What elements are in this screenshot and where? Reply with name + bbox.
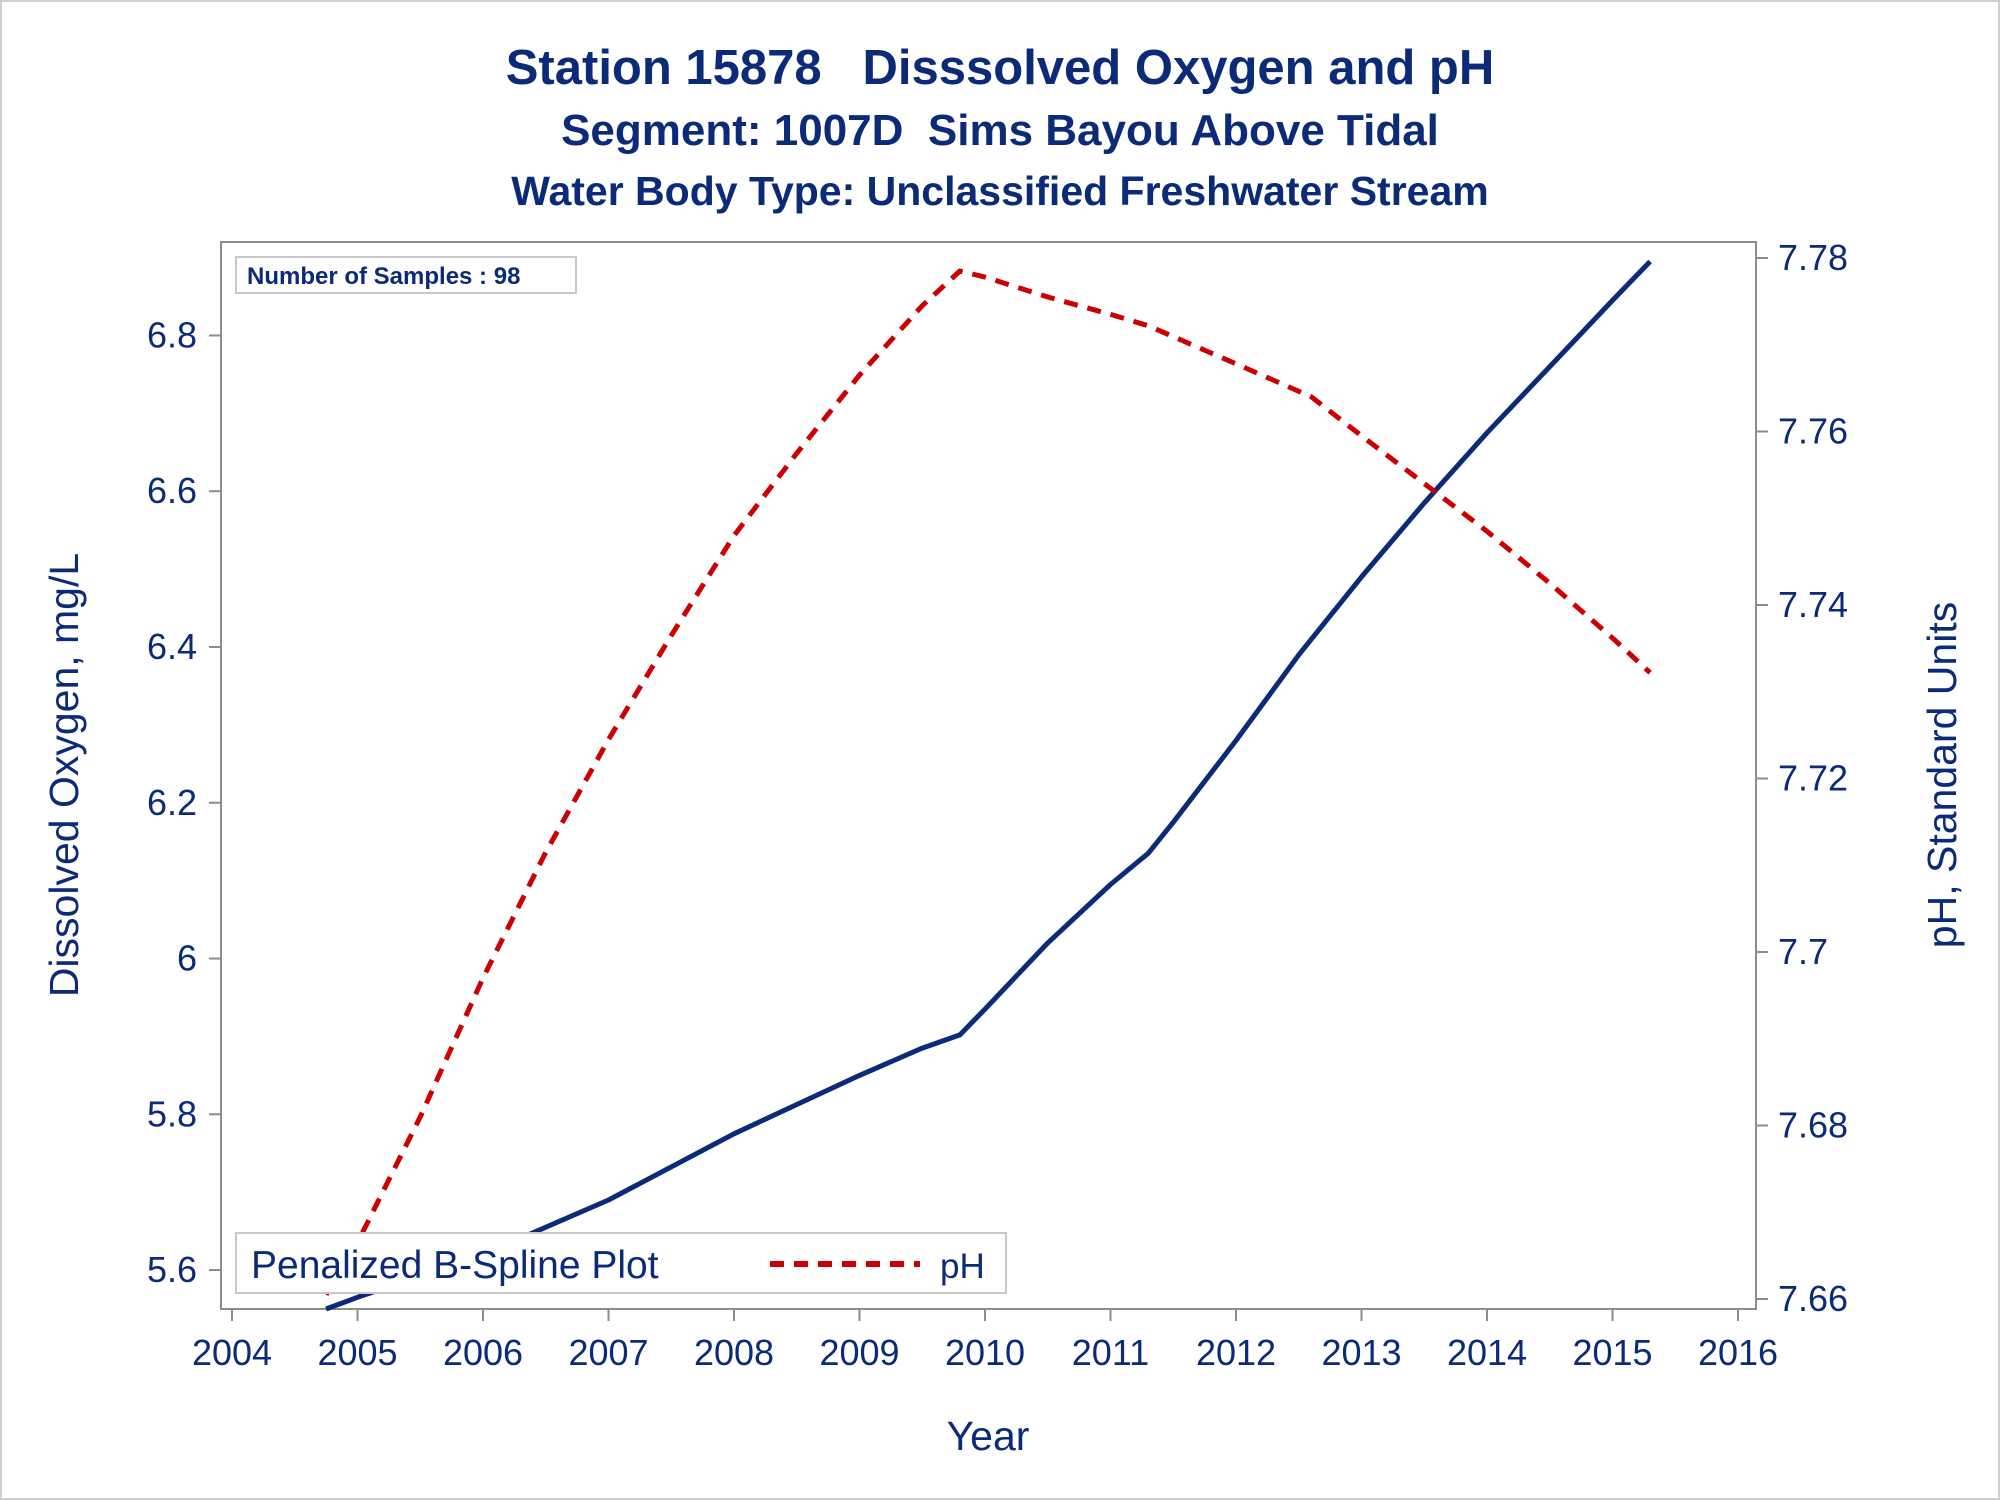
y-right-tick-label: 7.78	[1778, 237, 1848, 278]
x-axis: 2004 2005 2006 2007 2008 2009 2010 2011 2012 2013…	[192, 1309, 1778, 1373]
legend: Penalized B-Spline Plot pH	[235, 1232, 1007, 1294]
samples-inset-text: Number of Samples : 98	[247, 263, 520, 290]
x-tick-label: 2014	[1447, 1332, 1527, 1373]
x-tick-label: 2010	[945, 1332, 1025, 1373]
chart-subtitle-water-body: Water Body Type: Unclassified Freshwater…	[511, 168, 1489, 214]
x-tick-label: 2011	[1072, 1332, 1149, 1373]
y-left-tick-label: 6.8	[147, 314, 197, 355]
y-right-axis-label: pH, Standard Units	[1919, 602, 1965, 948]
y-right-tick-label: 7.68	[1778, 1105, 1848, 1146]
series-layer	[323, 259, 1652, 1312]
x-tick-label: 2015	[1572, 1332, 1652, 1373]
y-left-tick-label: 5.8	[147, 1093, 197, 1134]
plot-area	[220, 241, 1757, 1310]
x-tick-label: 2005	[317, 1332, 397, 1373]
x-tick-label: 2004	[192, 1332, 272, 1373]
y-left-axis-label: Dissolved Oxygen, mg/L	[41, 553, 87, 997]
samples-inset: Number of Samples : 98	[235, 256, 577, 294]
y-right-axis: 7.66 7.68 7.7 7.72 7.74 7.76 7.78	[1756, 237, 1848, 1319]
y-left-axis: 5.6 5.8 6 6.2 6.4 6.6 6.8	[147, 314, 221, 1290]
x-tick-label: 2013	[1321, 1332, 1401, 1373]
x-tick-label: 2008	[694, 1332, 774, 1373]
chart-subtitle-segment: Segment: 1007D Sims Bayou Above Tidal	[561, 106, 1439, 155]
y-left-tick-label: 6	[177, 938, 197, 979]
y-left-tick-label: 6.2	[147, 782, 197, 823]
x-tick-label: 2007	[568, 1332, 648, 1373]
chart-title: Station 15878 Disssolved Oxygen and pH	[505, 41, 1495, 95]
y-right-tick-label: 7.72	[1778, 758, 1848, 799]
samples-inset-box	[235, 256, 577, 294]
y-right-tick-label: 7.76	[1778, 411, 1848, 452]
y-left-tick-label: 5.6	[147, 1249, 197, 1290]
y-left-tick-label: 6.6	[147, 470, 197, 511]
y-right-tick-label: 7.74	[1778, 584, 1848, 625]
x-tick-label: 2006	[443, 1332, 523, 1373]
y-right-tick-label: 7.7	[1778, 931, 1828, 972]
legend-label: Penalized B-Spline Plot	[251, 1244, 659, 1287]
x-tick-label: 2016	[1698, 1332, 1778, 1373]
dissolved-oxygen-series-line	[325, 259, 1652, 1312]
x-tick-label: 2009	[819, 1332, 899, 1373]
legend-ph-label: pH	[940, 1247, 985, 1286]
ph-series-line	[323, 268, 1652, 1296]
y-left-tick-label: 6.4	[147, 626, 197, 667]
y-right-tick-label: 7.66	[1778, 1278, 1848, 1319]
x-axis-label: Year	[947, 1413, 1030, 1459]
x-tick-label: 2012	[1196, 1332, 1276, 1373]
